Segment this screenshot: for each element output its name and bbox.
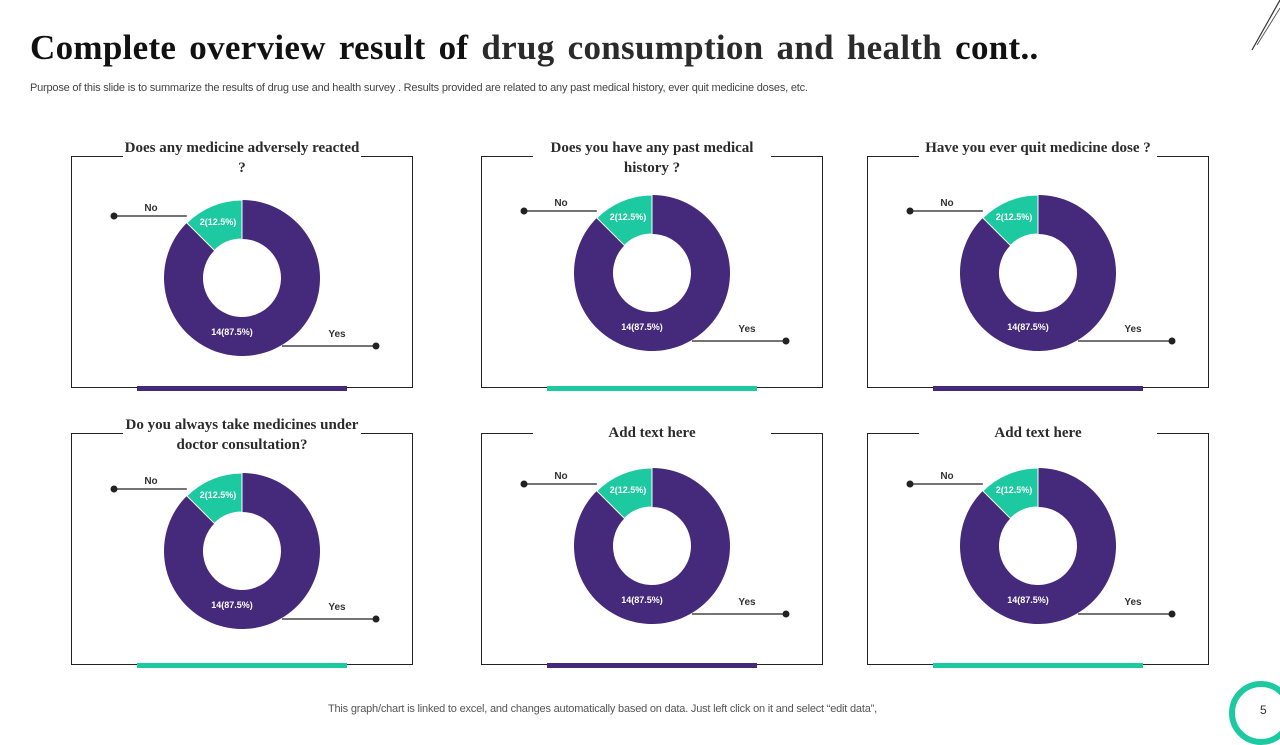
page-number-ring xyxy=(1229,681,1280,745)
category-label-yes: Yes xyxy=(1124,597,1142,608)
panel-accent-bar xyxy=(137,386,347,391)
slice-no[interactable] xyxy=(596,194,653,247)
category-label-yes: Yes xyxy=(328,329,346,340)
category-label-yes: Yes xyxy=(1124,324,1142,335)
panel-border-right xyxy=(412,156,413,388)
data-label-yes: 14(87.5%) xyxy=(211,327,253,337)
slice-no[interactable] xyxy=(596,467,653,520)
leader-dot-yes xyxy=(782,610,790,618)
category-label-no: No xyxy=(144,203,157,214)
panel-border-top-right xyxy=(771,433,823,434)
panel-accent-bar xyxy=(547,663,757,668)
category-label-no: No xyxy=(940,198,953,209)
panel-accent-bar xyxy=(137,663,347,668)
leader-dot-no xyxy=(110,212,118,220)
chart-title: Have you ever quit medicine dose ? xyxy=(925,140,1151,156)
panel-border-top-right xyxy=(1157,433,1209,434)
panel-border-right xyxy=(822,156,823,388)
panel-accent-bar xyxy=(933,386,1143,391)
slice-no[interactable] xyxy=(982,467,1039,520)
leader-dot-yes xyxy=(1168,610,1176,618)
leader-dot-no xyxy=(906,480,914,488)
data-label-yes: 14(87.5%) xyxy=(621,322,663,332)
chart-title: Add text here xyxy=(994,425,1082,441)
title-part-2: drug consumption and health xyxy=(481,28,943,67)
chart-panel[interactable]: Does you have any past medical history ?… xyxy=(481,140,823,391)
panel-border-left xyxy=(481,433,482,665)
panel-border-top-right xyxy=(361,156,413,157)
slice-no[interactable] xyxy=(186,472,243,525)
panel-border-right xyxy=(1208,156,1209,388)
leader-dot-yes xyxy=(372,342,380,350)
chart-panel[interactable]: Add text here 2(12.5%) 14(87.5%) No Yes xyxy=(867,425,1209,668)
leader-dot-no xyxy=(906,207,914,215)
panel-border-right xyxy=(822,433,823,665)
chart-title: Does you have any past medical history ? xyxy=(550,140,754,176)
panel-border-left xyxy=(867,433,868,665)
chart-panel[interactable]: Have you ever quit medicine dose ? 2(12.5… xyxy=(867,140,1209,391)
category-label-no: No xyxy=(554,471,567,482)
data-label-no: 2(12.5%) xyxy=(610,212,647,222)
title-part-3: cont.. xyxy=(955,28,1039,67)
data-label-no: 2(12.5%) xyxy=(200,490,237,500)
panel-border-top-right xyxy=(771,156,823,157)
chart-panel[interactable]: Add text here 2(12.5%) 14(87.5%) No Yes xyxy=(481,425,823,668)
panel-border-top-right xyxy=(361,433,413,434)
panel-border-left xyxy=(71,156,72,388)
title-part-1: Complete overview result of xyxy=(30,28,469,67)
chart-panel[interactable]: Does any medicine adversely reacted ? 2(1… xyxy=(71,140,413,391)
donut-chart[interactable]: 2(12.5%) 14(87.5%) No Yes xyxy=(481,433,823,665)
page-subtitle: Purpose of this slide is to summarize th… xyxy=(30,82,808,94)
page-number: 5 xyxy=(1260,703,1267,717)
donut-chart[interactable]: 2(12.5%) 14(87.5%) No Yes xyxy=(71,433,413,665)
data-label-no: 2(12.5%) xyxy=(610,485,647,495)
footer-note: This graph/chart is linked to excel, and… xyxy=(328,703,877,715)
donut-chart[interactable]: 2(12.5%) 14(87.5%) No Yes xyxy=(481,156,823,388)
panel-border-top-left xyxy=(481,433,533,434)
panel-border-top-right xyxy=(1157,156,1209,157)
data-label-yes: 14(87.5%) xyxy=(1007,322,1049,332)
data-label-no: 2(12.5%) xyxy=(996,485,1033,495)
category-label-no: No xyxy=(940,471,953,482)
donut-chart[interactable]: 2(12.5%) 14(87.5%) No Yes xyxy=(867,433,1209,665)
slice-no[interactable] xyxy=(186,199,243,252)
decorative-lines xyxy=(1251,0,1280,51)
panel-accent-bar xyxy=(933,663,1143,668)
panel-border-top-left xyxy=(481,156,533,157)
slice-no[interactable] xyxy=(982,194,1039,247)
category-label-yes: Yes xyxy=(738,597,756,608)
chart-panel[interactable]: Do you always take medicines under docto… xyxy=(71,417,413,668)
chart-title: Add text here xyxy=(608,425,696,441)
category-label-no: No xyxy=(144,476,157,487)
panel-border-left xyxy=(71,433,72,665)
panel-border-left xyxy=(867,156,868,388)
data-label-yes: 14(87.5%) xyxy=(621,595,663,605)
panel-border-top-left xyxy=(867,156,919,157)
data-label-no: 2(12.5%) xyxy=(996,212,1033,222)
leader-dot-yes xyxy=(1168,337,1176,345)
data-label-yes: 14(87.5%) xyxy=(1007,595,1049,605)
leader-dot-no xyxy=(110,485,118,493)
category-label-yes: Yes xyxy=(328,602,346,613)
panel-border-right xyxy=(1208,433,1209,665)
donut-chart[interactable]: 2(12.5%) 14(87.5%) No Yes xyxy=(71,156,413,388)
category-label-no: No xyxy=(554,198,567,209)
panel-border-top-left xyxy=(71,156,123,157)
chart-title: Do you always take medicines under docto… xyxy=(125,417,359,453)
category-label-yes: Yes xyxy=(738,324,756,335)
panel-accent-bar xyxy=(547,386,757,391)
page-title: Complete overview result of drug consump… xyxy=(30,28,1039,68)
leader-dot-no xyxy=(520,480,528,488)
leader-dot-yes xyxy=(782,337,790,345)
panel-border-left xyxy=(481,156,482,388)
leader-dot-no xyxy=(520,207,528,215)
data-label-yes: 14(87.5%) xyxy=(211,600,253,610)
data-label-no: 2(12.5%) xyxy=(200,217,237,227)
panel-border-top-left xyxy=(71,433,123,434)
chart-title: Does any medicine adversely reacted ? xyxy=(124,140,360,176)
panel-border-top-left xyxy=(867,433,919,434)
panel-border-right xyxy=(412,433,413,665)
donut-chart[interactable]: 2(12.5%) 14(87.5%) No Yes xyxy=(867,156,1209,388)
leader-dot-yes xyxy=(372,615,380,623)
